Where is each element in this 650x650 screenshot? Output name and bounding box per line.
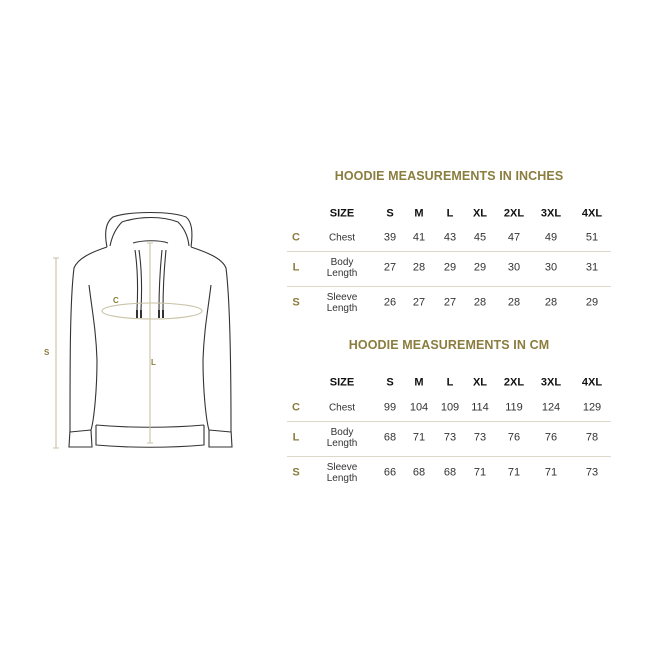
measurement-value: 71 [544,466,558,479]
measurement-value: 29 [585,296,599,309]
size-column-header: 2XL [503,207,525,220]
measurement-value: 29 [473,261,487,274]
hoodie-outline [68,212,233,448]
size-column-header: 4XL [581,207,603,220]
sleeve-guide [53,257,59,449]
sleeve-label: S [44,348,50,357]
measurement-value: 68 [412,466,426,479]
size-header: SIZE [329,207,355,220]
size-column-header: 3XL [540,207,562,220]
measurement-guides [53,242,203,449]
measurement-value: 109 [440,401,460,414]
row-divider [287,286,611,287]
row-letter: L [292,261,300,274]
row-letter: S [292,296,300,309]
size-column-header: 4XL [581,376,603,389]
size-column-header: S [386,376,394,389]
row-label: Chest [328,402,356,414]
measurement-value: 76 [544,431,558,444]
row-letter: C [292,231,300,244]
measurement-value: 104 [409,401,429,414]
measurement-value: 26 [383,296,397,309]
row-letter: L [292,431,300,444]
row-label: Sleeve Length [326,462,358,484]
measurement-value: 47 [507,231,521,244]
row-label: Sleeve Length [326,292,358,314]
row-divider [287,251,611,252]
measurement-value: 99 [383,401,397,414]
measurement-value: 41 [412,231,426,244]
measurement-value: 49 [544,231,558,244]
measurement-value: 28 [473,296,487,309]
chest-guide [101,302,203,320]
measurement-value: 39 [383,231,397,244]
measurement-value: 68 [443,466,457,479]
measurement-value: 71 [412,431,426,444]
measurement-value: 31 [585,261,599,274]
table-title: HOODIE MEASUREMENTS IN INCHES [334,169,564,183]
measurement-value: 71 [473,466,487,479]
measurement-value: 28 [412,261,426,274]
size-column-header: 2XL [503,376,525,389]
row-divider [287,421,611,422]
measurement-value: 119 [505,401,523,414]
size-column-header: M [414,207,424,220]
length-label: L [151,358,156,367]
row-label: Chest [328,232,356,244]
measurement-value: 66 [383,466,397,479]
chest-label: C [113,296,119,305]
measurement-value: 129 [582,401,602,414]
measurement-value: 28 [507,296,521,309]
measurement-value: 114 [471,401,489,414]
measurement-value: 51 [585,231,599,244]
measurement-value: 73 [443,431,457,444]
size-column-header: XL [472,207,488,220]
row-divider [287,456,611,457]
measurement-value: 30 [544,261,558,274]
size-column-header: 3XL [540,376,562,389]
measurement-value: 27 [383,261,397,274]
measurement-value: 73 [585,466,599,479]
measurement-value: 71 [507,466,521,479]
measurement-value: 76 [507,431,521,444]
measurement-value: 30 [507,261,521,274]
row-letter: C [292,401,300,414]
length-guide [147,242,153,444]
measurement-value: 29 [443,261,457,274]
measurement-value: 78 [585,431,599,444]
measurement-value: 73 [473,431,487,444]
measurement-value: 124 [541,401,561,414]
measurement-value: 27 [412,296,426,309]
measurement-value: 28 [544,296,558,309]
size-column-header: S [386,207,394,220]
measurement-value: 43 [443,231,457,244]
measurement-value: 45 [473,231,487,244]
measurement-value: 27 [443,296,457,309]
size-column-header: L [446,376,454,389]
row-label: Body Length [326,427,358,449]
table-title: HOODIE MEASUREMENTS IN CM [348,338,550,352]
row-letter: S [292,466,300,479]
size-column-header: XL [472,376,488,389]
row-label: Body Length [326,257,358,279]
size-column-header: L [446,207,454,220]
measurement-value: 68 [383,431,397,444]
size-column-header: M [414,376,424,389]
size-header: SIZE [329,376,355,389]
